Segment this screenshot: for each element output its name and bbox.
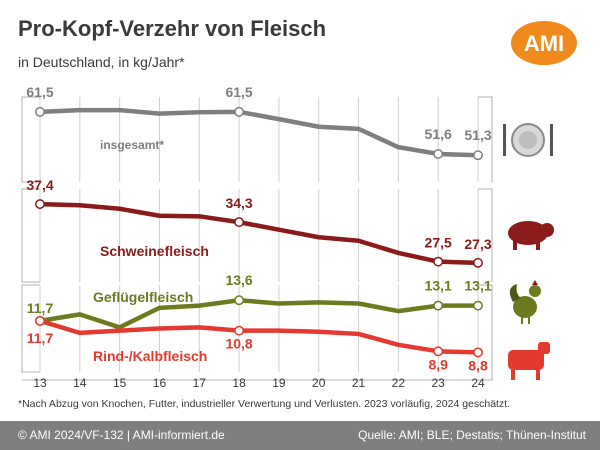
data-point: [35, 106, 45, 117]
x-tick-label: 14: [73, 376, 87, 390]
data-point: [473, 347, 483, 358]
x-tick-label: 13: [33, 376, 47, 390]
data-point: [234, 106, 245, 117]
x-tick-label: 21: [352, 376, 366, 390]
series-line: [37, 201, 481, 266]
series-name-label: insgesamt*: [100, 138, 164, 152]
data-label: 61,5: [26, 84, 53, 100]
data-label: 61,5: [225, 84, 252, 100]
cow-head: [538, 342, 550, 354]
x-tick-label: 17: [193, 376, 207, 390]
rooster-tail: [509, 284, 521, 302]
data-label: 11,7: [27, 300, 54, 316]
data-label: 27,3: [464, 236, 491, 252]
line-chart: 13 14 15 16 17 18 19 20 21 22 23 24 61,5 61,5 51,6 51,3…: [21, 84, 554, 390]
pig-leg: [536, 240, 540, 250]
x-tick-label: 16: [153, 376, 167, 390]
series-name-label: Schweinefleisch: [100, 243, 209, 259]
data-label: 10,8: [225, 336, 252, 352]
plate-cutlery-icon: [503, 123, 553, 157]
data-point: [473, 150, 483, 161]
pig-head: [540, 223, 554, 237]
ami-logo: AMI: [511, 21, 577, 65]
footnote: *Nach Abzug von Knochen, Futter, industr…: [18, 398, 511, 410]
cow-icon: [508, 342, 550, 380]
chart-subtitle: in Deutschland, in kg/Jahr*: [18, 54, 185, 70]
data-label: 37,4: [26, 177, 53, 193]
data-label: 13,6: [225, 272, 252, 288]
data-label: 11,7: [27, 330, 54, 346]
data-point: [234, 325, 245, 336]
data-point: [234, 217, 245, 228]
data-point: [433, 149, 444, 159]
rooster-icon: [509, 280, 541, 324]
rooster-head: [529, 285, 541, 297]
series-line: [37, 318, 481, 355]
data-point: [433, 300, 444, 311]
cow-leg: [536, 368, 540, 380]
data-label: 8,9: [428, 356, 448, 372]
panel-background: [40, 189, 478, 282]
x-tick-label: 15: [113, 376, 127, 390]
x-tick-label: 22: [392, 376, 406, 390]
data-label: 13,1: [425, 278, 452, 294]
panel-bracket-left: [21, 96, 40, 183]
data-label: 34,3: [225, 195, 252, 211]
rooster-body: [513, 296, 537, 318]
panel-bracket-left: [21, 284, 40, 373]
x-tick-label: 23: [432, 376, 446, 390]
data-point: [35, 315, 45, 326]
x-tick-label: 24: [471, 376, 485, 390]
data-point: [234, 295, 245, 306]
data-point: [433, 256, 444, 267]
series-name-label: Rind-/Kalbfleisch: [93, 348, 207, 364]
data-label: 13,1: [464, 278, 491, 294]
data-label: 8,8: [468, 357, 488, 373]
fork: [503, 124, 506, 156]
data-point: [473, 300, 483, 311]
x-tick-label: 19: [272, 376, 286, 390]
data-point: [433, 346, 444, 357]
data-label: 27,5: [425, 235, 452, 251]
data-point: [473, 257, 483, 268]
data-label: 51,3: [464, 127, 491, 143]
series-line: [37, 107, 481, 158]
knife: [550, 124, 553, 156]
chart-title: Pro-Kopf-Verzehr von Fleisch: [18, 16, 327, 41]
footer-source: Quelle: AMI; BLE; Destatis; Thünen-Insti…: [358, 428, 586, 442]
cow-body: [508, 350, 544, 370]
data-label: 51,6: [425, 126, 452, 142]
plate-center: [519, 131, 537, 149]
rooster-leg: [528, 316, 530, 324]
pig-icon: [508, 221, 554, 250]
pig-leg: [513, 240, 517, 250]
pig-body: [508, 221, 548, 245]
footer-bar: © AMI 2024/VF-132 | AMI-informiert.de Qu…: [0, 421, 600, 450]
rooster-comb: [532, 280, 538, 285]
data-point: [35, 199, 45, 210]
x-tick-label: 20: [312, 376, 326, 390]
cow-leg: [511, 368, 515, 380]
panel-bracket-left: [21, 188, 40, 283]
rooster-leg: [521, 316, 523, 324]
ami-logo-text: AMI: [524, 31, 564, 56]
x-tick-label: 18: [232, 376, 246, 390]
series-line: [37, 297, 481, 330]
panel-bracket: [478, 96, 493, 182]
panel-bracket: [478, 188, 493, 282]
footer-copyright: © AMI 2024/VF-132 | AMI-informiert.de: [18, 428, 225, 442]
series-name-label: Geflügelfleisch: [93, 289, 193, 305]
